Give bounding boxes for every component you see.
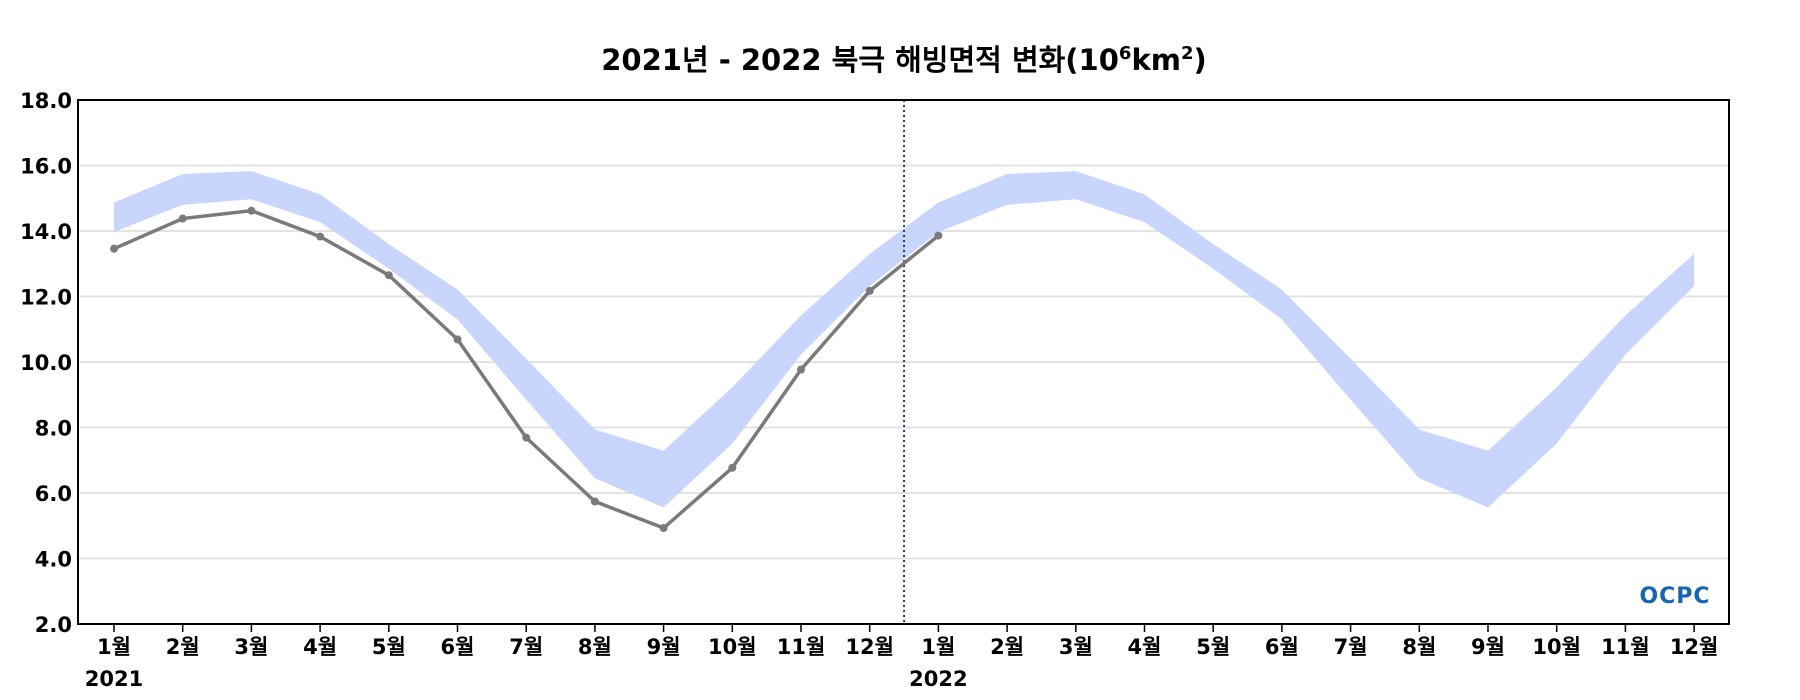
year-label: 2022: [909, 667, 967, 691]
y-tick-label: 14.0: [20, 220, 72, 244]
x-tick-label: 9월: [647, 635, 681, 659]
x-tick-label: 10월: [1532, 635, 1581, 659]
x-tick-label: 9월: [1471, 635, 1505, 659]
data-point: [453, 335, 462, 344]
x-tick-label: 12월: [845, 635, 894, 659]
range-band: [114, 171, 1695, 508]
x-tick-label: 11월: [777, 635, 826, 659]
x-tick-label: 1월: [97, 635, 131, 659]
data-point: [934, 231, 943, 240]
x-tick-label: 3월: [1059, 635, 1093, 659]
y-tick-label: 6.0: [35, 482, 72, 506]
chart-title: 2021년 - 2022 북극 해빙면적 변화(106km2): [601, 43, 1207, 77]
y-tick-label: 4.0: [35, 548, 72, 572]
data-point: [316, 232, 325, 241]
x-tick-label: 6월: [1265, 635, 1299, 659]
plot-frame: [77, 99, 1730, 625]
x-tick-label: 7월: [1334, 635, 1368, 659]
data-point: [797, 365, 805, 374]
y-tick-label: 8.0: [35, 417, 72, 441]
y-tick-label: 16.0: [20, 155, 72, 179]
data-point: [384, 271, 393, 280]
y-tick-label: 10.0: [20, 351, 72, 375]
x-tick-label: 5월: [1196, 635, 1230, 659]
x-tick-label: 8월: [578, 635, 612, 659]
data-point: [728, 463, 737, 472]
data-point: [590, 497, 599, 506]
y-tick-label: 18.0: [20, 89, 72, 113]
x-tick-label: 11월: [1601, 635, 1650, 659]
x-tick-label: 10월: [708, 635, 757, 659]
x-tick-label: 5월: [372, 635, 406, 659]
x-tick-label: 4월: [303, 635, 337, 659]
year-label: 2021: [85, 667, 143, 691]
range-band-area: [114, 171, 1695, 508]
data-point: [110, 244, 118, 253]
x-tick-label: 12월: [1670, 635, 1719, 659]
data-point: [247, 206, 256, 215]
x-tick-label: 2월: [990, 635, 1024, 659]
x-tick-label: 7월: [509, 635, 543, 659]
observed-line: [110, 206, 943, 533]
x-tick-label: 1월: [921, 635, 955, 659]
y-tick-label: 12.0: [20, 286, 72, 310]
x-tick-label: 3월: [234, 635, 268, 659]
x-tick-label: 6월: [441, 635, 475, 659]
x-tick-label: 4월: [1128, 635, 1162, 659]
data-point: [522, 433, 531, 442]
x-tick-label: 8월: [1402, 635, 1436, 659]
axes: 2.0 4.0 6.0 8.0 10.0 12.0 14.0 16.0 18.0 1월 2월 3월 4월…: [20, 89, 1730, 691]
ocpc-logo: OCPC: [1639, 584, 1710, 609]
x-tick-label: 2월: [166, 635, 200, 659]
data-point: [659, 524, 668, 533]
data-point: [865, 286, 874, 295]
logo-text: OCPC: [1639, 584, 1710, 609]
y-tick-label: 2.0: [35, 613, 72, 637]
data-point: [178, 214, 187, 223]
